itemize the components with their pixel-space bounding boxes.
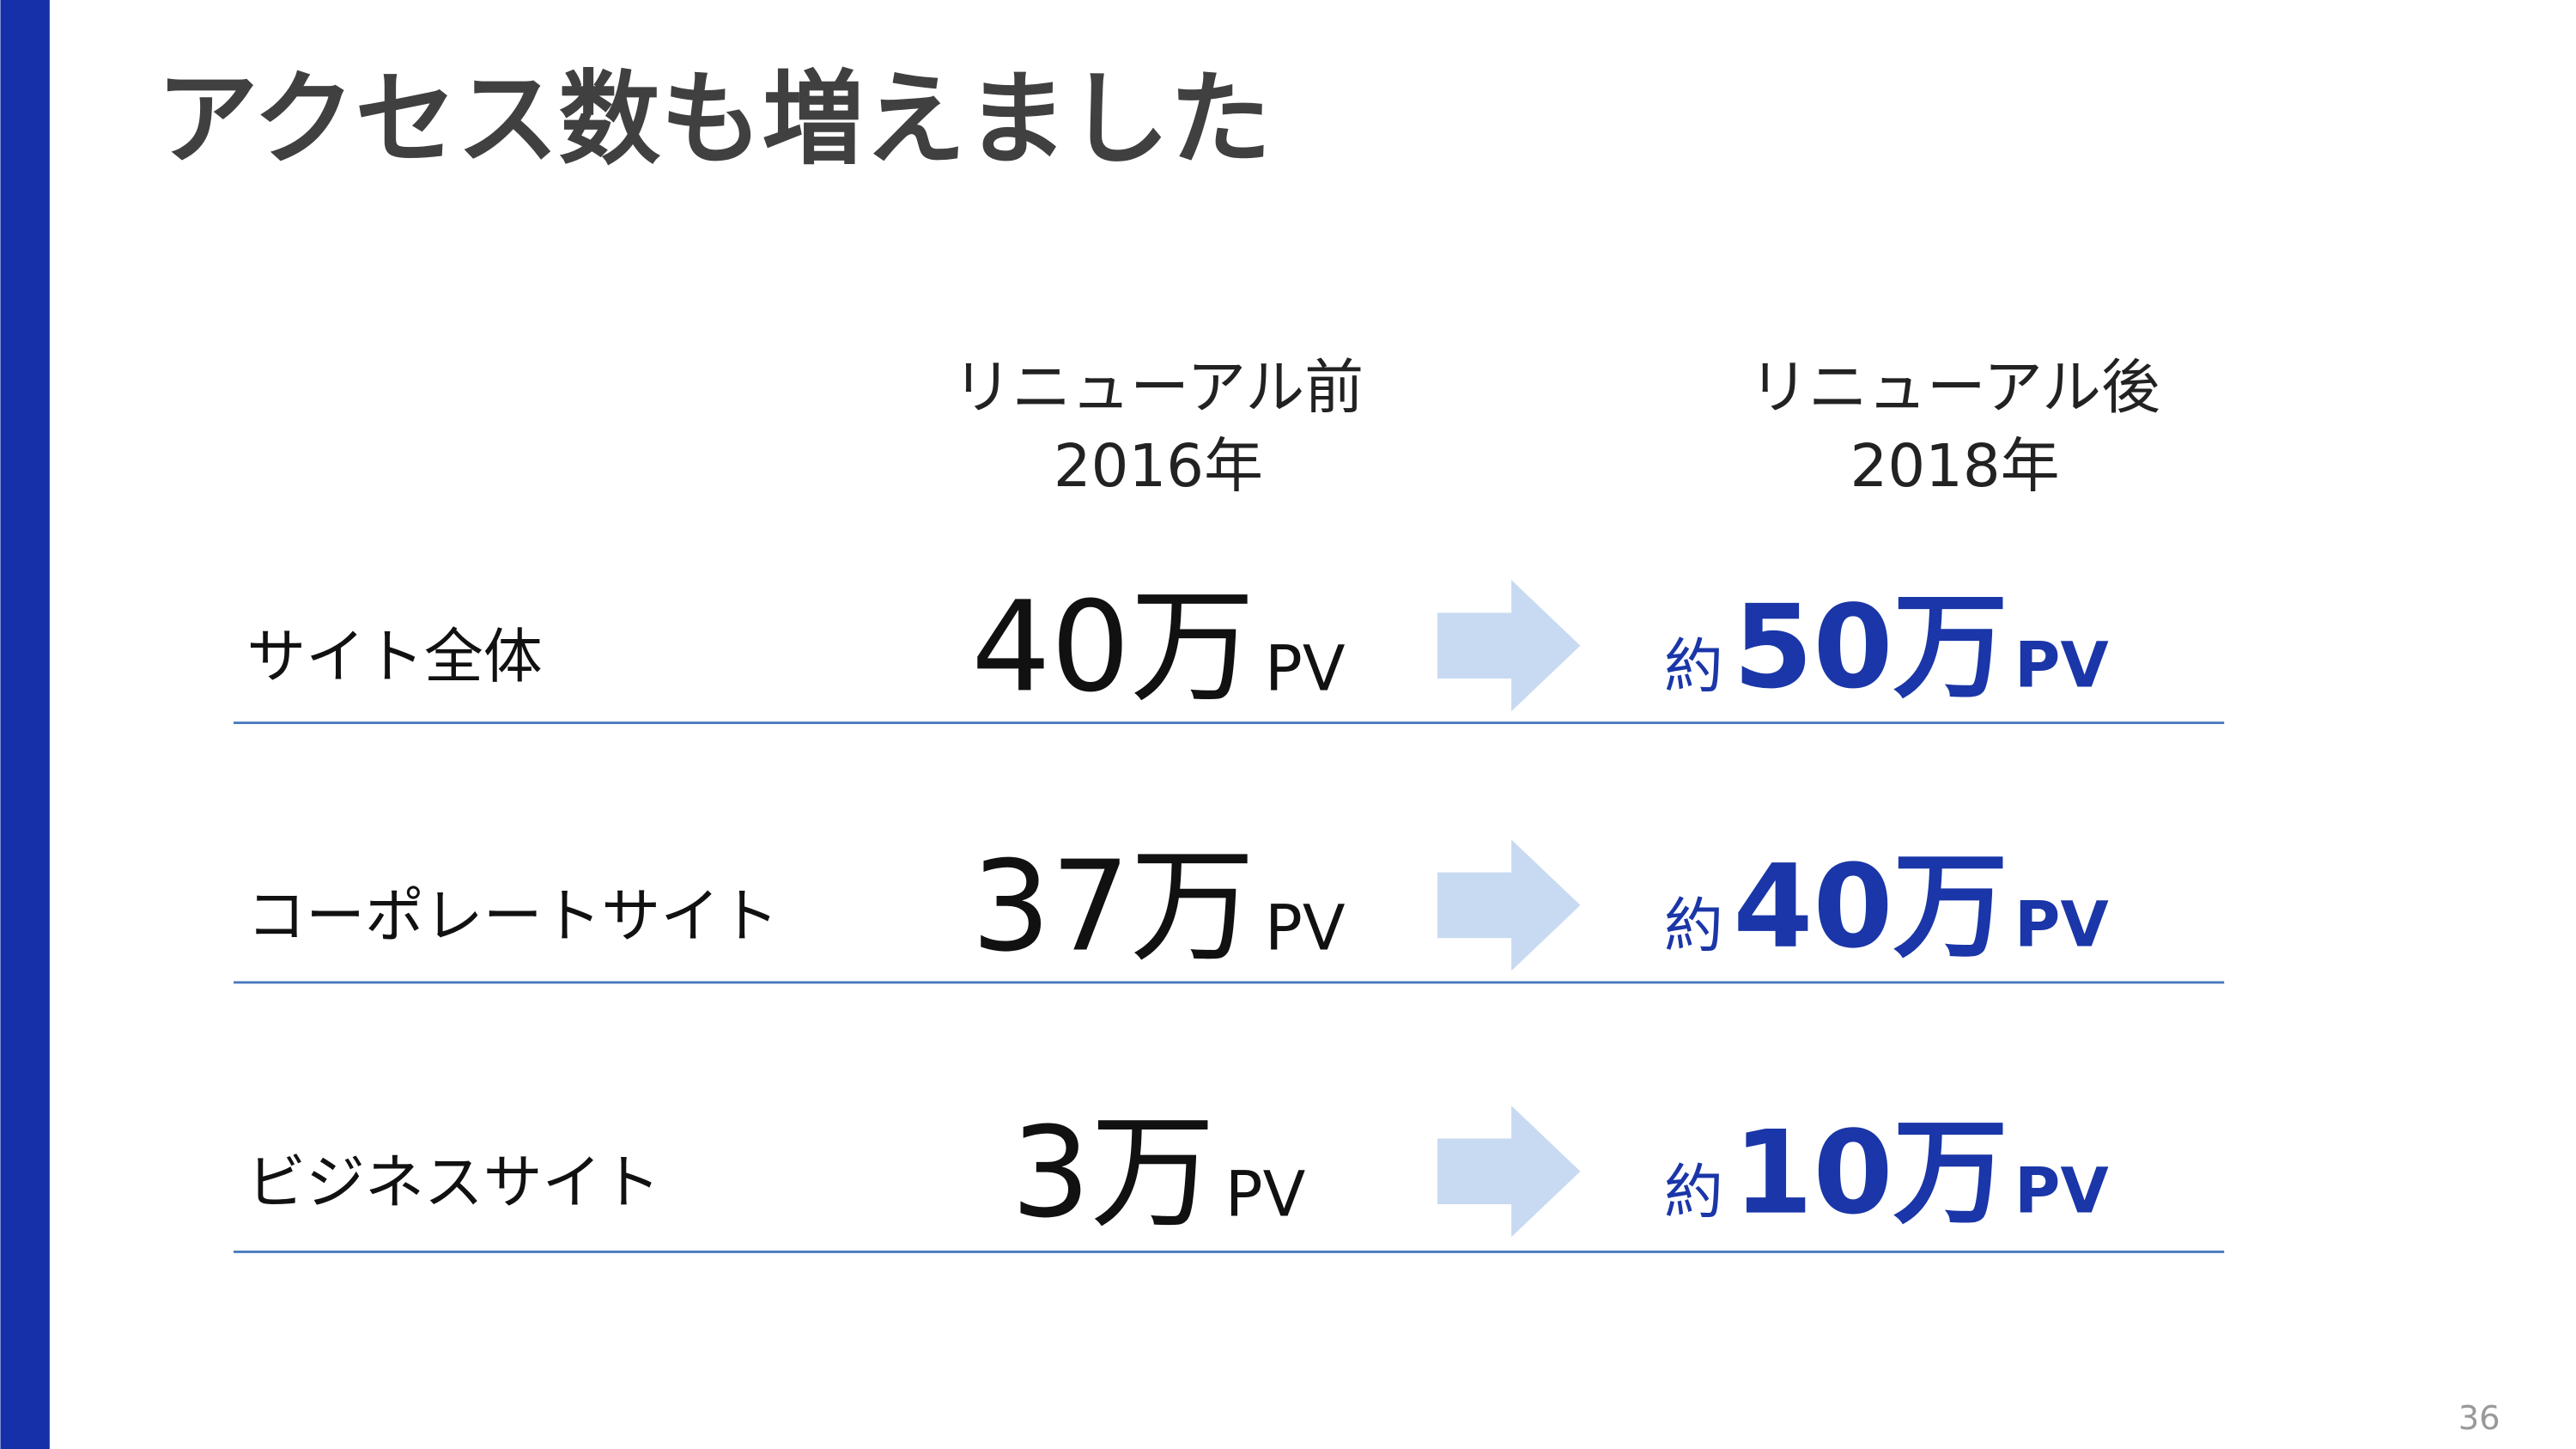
column-year: 2018年	[1850, 432, 2060, 501]
before-value: 40万 PV	[971, 575, 1346, 720]
side-bar	[0, 0, 50, 1449]
column-year: 2016年	[1054, 432, 1263, 501]
arrow	[1437, 839, 1581, 971]
column-header: リニューアル後	[1749, 353, 2160, 422]
column-header: リニューアル前	[953, 353, 1364, 422]
after-prefix: 約	[1664, 1159, 1723, 1227]
before-unit: PV	[1265, 893, 1346, 965]
after-value: 約 50万 PV	[1664, 581, 2109, 715]
row-label: ビジネスサイト	[246, 1148, 660, 1217]
after-number: 40万	[1733, 840, 2008, 974]
slide-title: アクセス数も増えました	[156, 60, 1271, 179]
after-number: 50万	[1733, 581, 2008, 715]
after-value: 約 10万 PV	[1664, 1106, 2109, 1240]
arrow	[1437, 580, 1581, 712]
before-unit: PV	[1225, 1159, 1306, 1231]
before-number: 40万	[971, 575, 1255, 720]
arrow	[1437, 1105, 1581, 1238]
before-value: 3万 PV	[1011, 1100, 1305, 1245]
after-unit: PV	[2014, 630, 2109, 703]
after-number: 10万	[1733, 1106, 2008, 1240]
before-unit: PV	[1265, 633, 1346, 705]
page-number: 36	[2458, 1399, 2500, 1438]
before-value: 37万 PV	[971, 835, 1346, 980]
before-number: 3万	[1011, 1100, 1215, 1245]
after-prefix: 約	[1664, 633, 1723, 702]
after-value: 約 40万 PV	[1664, 840, 2109, 974]
before-number: 37万	[971, 835, 1255, 980]
after-prefix: 約	[1664, 892, 1723, 961]
after-unit: PV	[2014, 890, 2109, 962]
row-label: サイト全体	[246, 623, 542, 691]
row-label: コーポレートサイト	[246, 882, 779, 951]
after-unit: PV	[2014, 1156, 2109, 1228]
